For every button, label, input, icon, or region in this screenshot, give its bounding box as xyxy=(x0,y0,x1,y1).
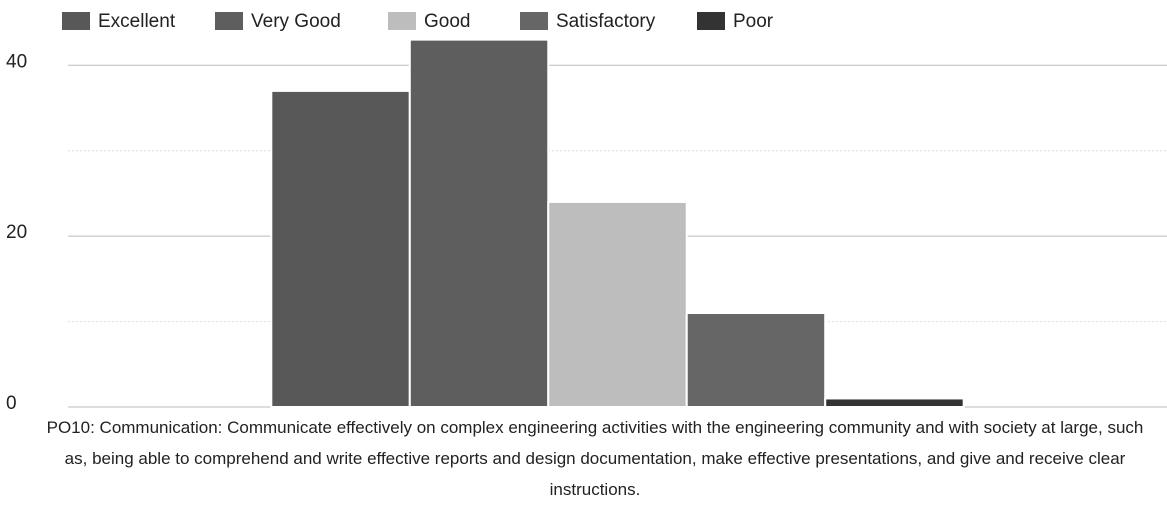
legend-label: Very Good xyxy=(251,11,341,32)
legend-swatch xyxy=(388,12,416,30)
legend-swatch xyxy=(215,12,243,30)
legend-label: Good xyxy=(424,11,470,32)
legend-label: Poor xyxy=(733,11,774,32)
bar xyxy=(824,397,965,408)
legend-label: Satisfactory xyxy=(556,11,656,32)
bar xyxy=(408,38,550,409)
y-tick-label: 0 xyxy=(6,393,17,414)
y-tick-label: 40 xyxy=(6,51,27,72)
bar xyxy=(547,200,688,408)
legend-label: Excellent xyxy=(98,11,176,32)
bar xyxy=(685,312,827,408)
legend-swatch xyxy=(697,12,725,30)
y-tick-label: 20 xyxy=(6,222,27,243)
bar xyxy=(270,89,411,409)
legend-swatch xyxy=(520,12,548,30)
category-label: PO10: Communication: Communicate effecti… xyxy=(46,418,1144,499)
legend-swatch xyxy=(62,12,90,30)
